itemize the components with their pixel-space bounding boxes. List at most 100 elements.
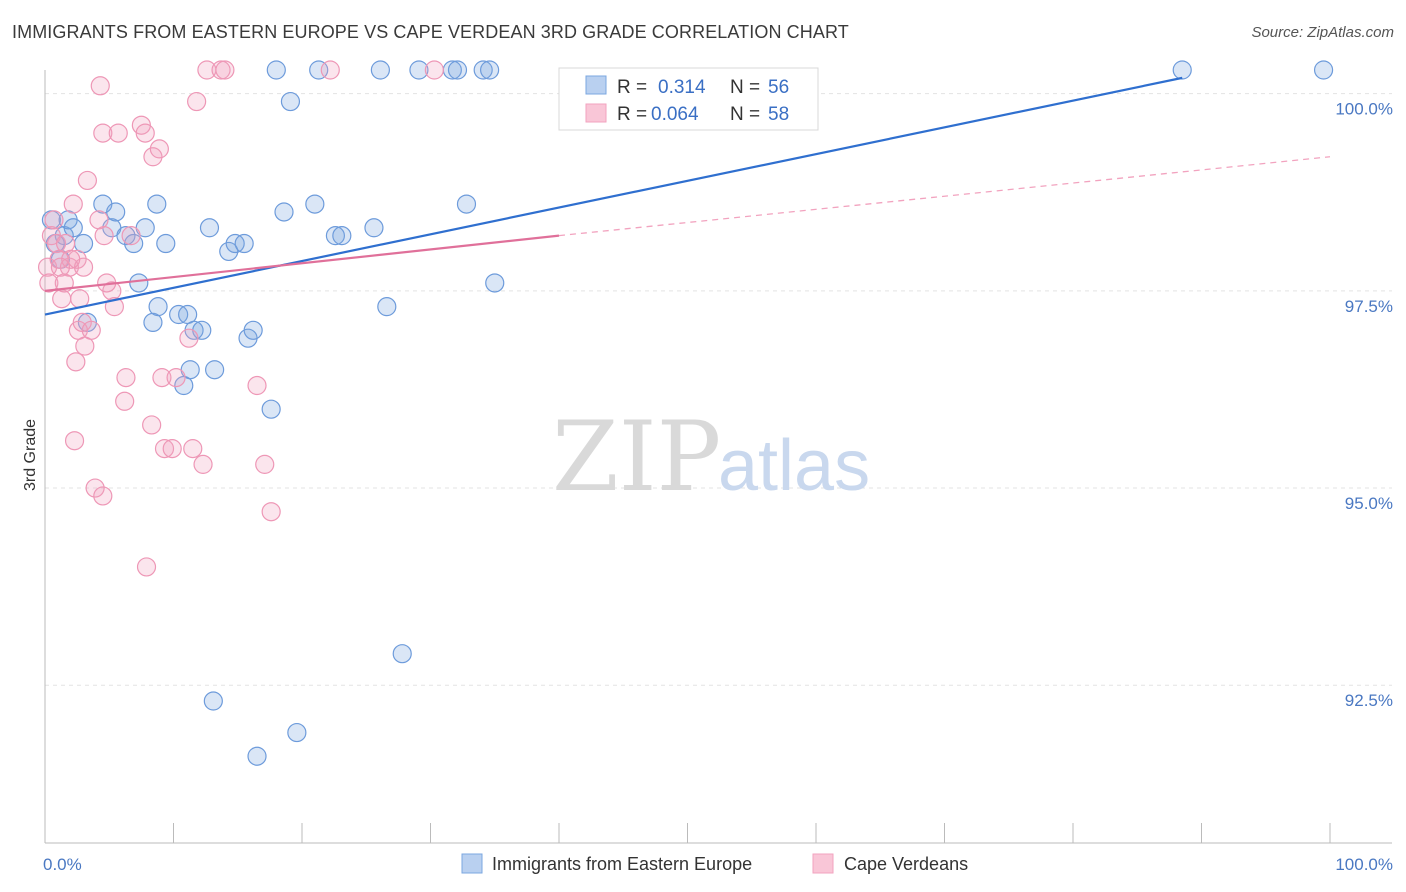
legend-n-value-2: 58 xyxy=(768,104,789,125)
point-cape-verdean xyxy=(149,139,169,159)
point-eastern-europe xyxy=(447,60,468,80)
legend-swatch-pink xyxy=(585,103,607,123)
point-eastern-europe xyxy=(247,746,267,766)
point-cape-verdean xyxy=(255,454,275,474)
point-eastern-europe xyxy=(332,226,352,246)
point-cape-verdean xyxy=(93,486,113,506)
point-cape-verdean xyxy=(77,170,98,191)
legend-swatch-blue xyxy=(585,75,607,95)
point-cape-verdean xyxy=(121,226,141,246)
point-eastern-europe xyxy=(370,60,390,80)
point-eastern-europe xyxy=(234,233,254,254)
point-eastern-europe xyxy=(485,273,505,293)
points-layer xyxy=(37,60,1334,766)
point-eastern-europe xyxy=(124,233,144,254)
y-tick-label: 95.0% xyxy=(1345,494,1393,513)
bottom-legend: Immigrants from Eastern Europe Cape Verd… xyxy=(461,853,968,874)
point-eastern-europe xyxy=(261,399,281,419)
point-cape-verdean xyxy=(50,257,71,277)
bottom-legend-swatch-blue xyxy=(461,853,483,874)
point-eastern-europe xyxy=(148,297,168,317)
point-eastern-europe xyxy=(473,60,493,80)
point-eastern-europe xyxy=(305,194,325,214)
y-tick-label: 92.5% xyxy=(1345,691,1393,710)
point-eastern-europe xyxy=(106,202,126,222)
legend-r-label-1: R = xyxy=(617,77,647,98)
legend: R = 0.314 N = 56 R = 0.064 N = 58 xyxy=(558,67,819,131)
point-cape-verdean xyxy=(90,76,110,96)
point-cape-verdean xyxy=(193,454,213,474)
point-eastern-europe xyxy=(274,202,294,222)
bottom-legend-label-blue: Immigrants from Eastern Europe xyxy=(492,854,752,874)
point-cape-verdean xyxy=(52,289,72,309)
point-cape-verdean xyxy=(64,431,85,451)
point-eastern-europe xyxy=(243,320,263,340)
point-cape-verdean xyxy=(67,249,87,269)
point-cape-verdean xyxy=(136,557,157,577)
point-cape-verdean xyxy=(142,415,162,435)
point-cape-verdean xyxy=(424,60,444,80)
point-cape-verdean xyxy=(320,60,340,80)
trend-line-cape-verdean xyxy=(44,234,560,292)
point-cape-verdean xyxy=(261,502,281,522)
legend-n-value-1: 56 xyxy=(768,77,789,98)
point-cape-verdean xyxy=(115,391,135,411)
axes xyxy=(44,70,1392,844)
x-tick-label-min: 0.0% xyxy=(43,855,82,874)
y-tick-label: 97.5% xyxy=(1345,297,1393,316)
point-cape-verdean xyxy=(215,60,235,80)
point-cape-verdean xyxy=(187,91,207,112)
point-cape-verdean xyxy=(61,249,81,269)
point-eastern-europe xyxy=(205,360,225,380)
point-cape-verdean xyxy=(183,439,203,459)
point-cape-verdean xyxy=(152,368,172,388)
point-cape-verdean xyxy=(116,368,136,388)
point-cape-verdean xyxy=(81,320,101,340)
point-cape-verdean xyxy=(39,273,59,293)
point-eastern-europe xyxy=(364,218,384,238)
point-eastern-europe xyxy=(392,644,412,664)
point-eastern-europe xyxy=(203,691,223,711)
y-tick-labels: 100.0% 97.5% 95.0% 92.5% xyxy=(1335,100,1393,711)
point-cape-verdean xyxy=(247,375,267,396)
point-cape-verdean xyxy=(44,210,64,230)
grid xyxy=(45,93,1392,686)
watermark: ZIP atlas xyxy=(552,401,870,513)
chart-title: IMMIGRANTS FROM EASTERN EUROPE VS CAPE V… xyxy=(12,22,849,42)
point-cape-verdean xyxy=(108,123,128,143)
point-eastern-europe xyxy=(377,297,397,317)
point-eastern-europe xyxy=(309,60,329,80)
legend-r-label-2: R = xyxy=(617,104,647,125)
point-cape-verdean xyxy=(135,123,155,143)
point-cape-verdean xyxy=(143,147,163,167)
y-axis-label: 3rd Grade xyxy=(22,419,39,491)
point-eastern-europe xyxy=(116,226,136,246)
point-eastern-europe xyxy=(1172,60,1192,80)
watermark-atlas: atlas xyxy=(718,426,870,506)
point-eastern-europe xyxy=(325,226,346,246)
point-cape-verdean xyxy=(179,328,199,348)
point-eastern-europe xyxy=(456,194,477,214)
legend-r-value-2: 0.064 xyxy=(651,104,699,125)
legend-n-label-2: N = xyxy=(730,104,760,125)
point-cape-verdean xyxy=(93,123,113,143)
point-eastern-europe xyxy=(1313,60,1334,80)
trend-line-eastern-europe xyxy=(44,76,1183,316)
point-eastern-europe xyxy=(147,194,167,214)
point-eastern-europe xyxy=(409,60,429,80)
x-tick-labels: 0.0% 100.0% xyxy=(43,855,1393,874)
legend-n-label-1: N = xyxy=(730,77,760,98)
point-cape-verdean xyxy=(166,368,186,388)
point-eastern-europe xyxy=(199,218,220,238)
point-eastern-europe xyxy=(129,273,149,293)
point-cape-verdean xyxy=(154,439,175,459)
point-eastern-europe xyxy=(156,233,176,254)
watermark-zip: ZIP xyxy=(552,401,721,513)
trend-line-cape-verdean-extension xyxy=(558,156,1331,237)
point-cape-verdean xyxy=(162,439,182,459)
point-eastern-europe xyxy=(287,722,307,743)
point-cape-verdean xyxy=(66,352,86,372)
y-tick-label: 100.0% xyxy=(1335,100,1393,119)
bottom-legend-swatch-pink xyxy=(812,853,834,874)
